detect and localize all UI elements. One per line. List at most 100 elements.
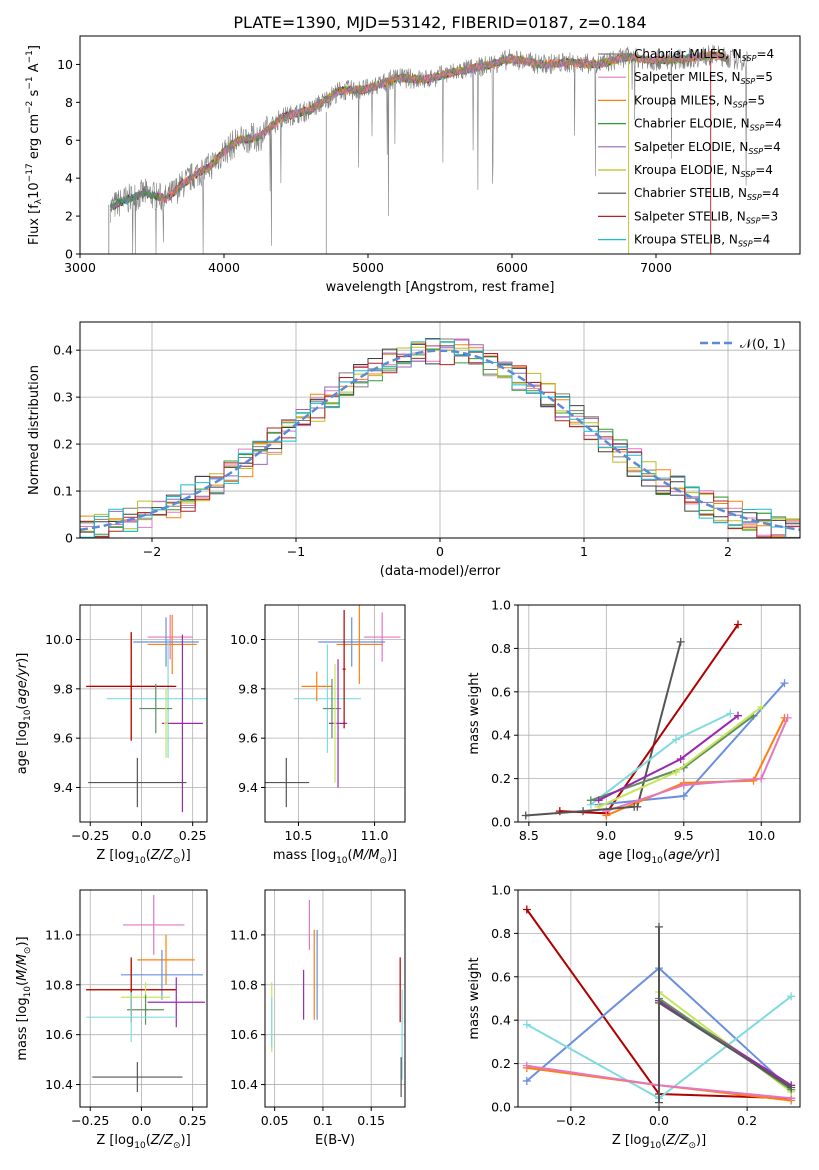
y-tick-label: 8 — [65, 95, 73, 110]
x-tick-label: 0.2 — [737, 1113, 757, 1128]
y-tick-label: 1.0 — [491, 598, 511, 613]
label-part: )] — [181, 1133, 191, 1148]
weight-marker — [679, 781, 688, 790]
label-part: SSP — [733, 100, 748, 109]
weight-marker — [655, 922, 663, 931]
weight-marker — [679, 791, 688, 800]
axes-frame — [264, 604, 406, 823]
label-part: SSP — [738, 240, 753, 249]
y-axis-label: age [log10(age/yr)] — [15, 653, 33, 775]
panel-age-vs-mass: 10.5 11.0 9.4 9.6 9.8 10.0 mass [log10(M/M⊙)] — [230, 604, 406, 866]
y-tick-label: 0.4 — [53, 343, 73, 358]
weight-marker — [522, 905, 531, 914]
label-part: )] — [696, 1133, 706, 1148]
label-part: =4 — [763, 140, 781, 154]
label-part: ( — [15, 705, 30, 710]
x-tick-label: −2 — [143, 544, 161, 559]
y-tick-label: 10.6 — [45, 1027, 73, 1042]
y-tick-label: 0.8 — [491, 926, 511, 941]
weight-line — [598, 706, 762, 808]
label-part: SSP — [750, 124, 765, 133]
weight-marker — [672, 768, 681, 777]
label-part: Salpeter ELODIE, N — [634, 140, 748, 154]
label-part: =4 — [762, 186, 780, 200]
weight-line — [590, 712, 731, 806]
y-tick-label: 9.8 — [238, 681, 258, 696]
weight-marker — [787, 1083, 796, 1092]
label-part: Z/Z — [150, 848, 174, 863]
y-tick-label: 0.6 — [491, 969, 511, 984]
label-part: M/M — [353, 848, 380, 863]
label-part: M/M — [15, 954, 30, 981]
label-part: Z [log — [612, 1133, 650, 1148]
panel-age-vs-Z: −0.25 0.0 0.259.49.69.810.0Z [log10(Z/Z⊙)]… — [15, 604, 208, 866]
x-tick-label: 1 — [580, 544, 588, 559]
weight-marker — [676, 637, 685, 646]
label-part: ( — [661, 1133, 666, 1148]
x-tick-label: 2 — [724, 544, 732, 559]
label-part: Z [log — [96, 1133, 134, 1148]
legend-label: 𝒩(0, 1) — [740, 336, 786, 351]
label-part: ( — [146, 1133, 151, 1148]
plot-area — [265, 605, 401, 808]
label-part: mass [log — [273, 848, 336, 863]
y-tick-label: 0.1 — [53, 484, 73, 499]
label-part: A — [27, 63, 42, 76]
label-part: erg cm — [27, 114, 42, 163]
label-part: )] — [181, 848, 191, 863]
y-tick-label: 0.0 — [491, 815, 511, 830]
label-part: ⊙ — [173, 856, 181, 866]
y-tick-label: 0.4 — [491, 728, 511, 743]
label-part: SSP — [741, 77, 756, 86]
label-part: −1 — [25, 50, 35, 63]
label-part: Flux [f — [27, 204, 42, 245]
x-tick-label: 0 — [436, 544, 444, 559]
x-axis-label: Z [log10(Z/Z⊙)] — [96, 1133, 190, 1151]
label-part: −2 — [25, 101, 35, 114]
y-tick-label: 10.4 — [230, 1077, 258, 1092]
label-part: Kroupa ELODIE, N — [634, 163, 741, 177]
label-part: SSP — [747, 193, 762, 202]
legend-label: Chabrier MILES, NSSP=4 — [634, 47, 774, 63]
label-part: =4 — [753, 233, 771, 247]
y-tick-label: 0 — [65, 531, 73, 546]
label-part: =4 — [755, 163, 773, 177]
figure-title: PLATE=1390, MJD=53142, FIBERID=0187, z=0… — [233, 13, 646, 32]
label-part: SSP — [742, 54, 757, 63]
x-tick-label: 0.1 — [313, 1113, 333, 1128]
y-tick-label: 0.2 — [53, 437, 73, 452]
label-part: =5 — [747, 93, 765, 107]
y-axis-label: mass weight — [467, 957, 482, 1039]
y-tick-label: 2 — [65, 209, 73, 224]
y-tick-label: 9.4 — [53, 780, 73, 795]
label-part: ⊙ — [173, 1141, 181, 1151]
y-tick-label: 0.2 — [491, 1056, 511, 1071]
x-tick-label: 0.0 — [649, 1113, 669, 1128]
x-tick-label: 6000 — [496, 260, 528, 275]
x-axis-label: E(B-V) — [315, 1133, 355, 1148]
label-part: 10 — [336, 856, 348, 866]
label-part: −17 — [25, 163, 35, 182]
y-tick-label: 0.4 — [491, 1013, 511, 1028]
y-tick-label: 0.2 — [491, 771, 511, 786]
y-tick-label: 10.0 — [45, 632, 73, 647]
y-tick-label: 9.8 — [53, 681, 73, 696]
x-tick-label: 0.0 — [132, 1113, 152, 1128]
x-tick-label: 7000 — [640, 260, 672, 275]
y-tick-label: 9.6 — [238, 731, 258, 746]
plot-area — [108, 44, 749, 254]
y-tick-label: 10.0 — [230, 632, 258, 647]
label-part: =4 — [756, 47, 774, 61]
weight-line — [605, 717, 789, 813]
label-part: ⊙ — [688, 1141, 696, 1151]
label-part: 10 — [134, 1141, 146, 1151]
label-part: )] — [710, 848, 720, 863]
label-part: =5 — [755, 70, 773, 84]
weight-marker — [726, 709, 735, 718]
y-tick-label: 0 — [65, 247, 73, 262]
weight-marker — [522, 1076, 531, 1085]
x-tick-label: 3000 — [64, 260, 96, 275]
plot-area — [80, 338, 800, 538]
